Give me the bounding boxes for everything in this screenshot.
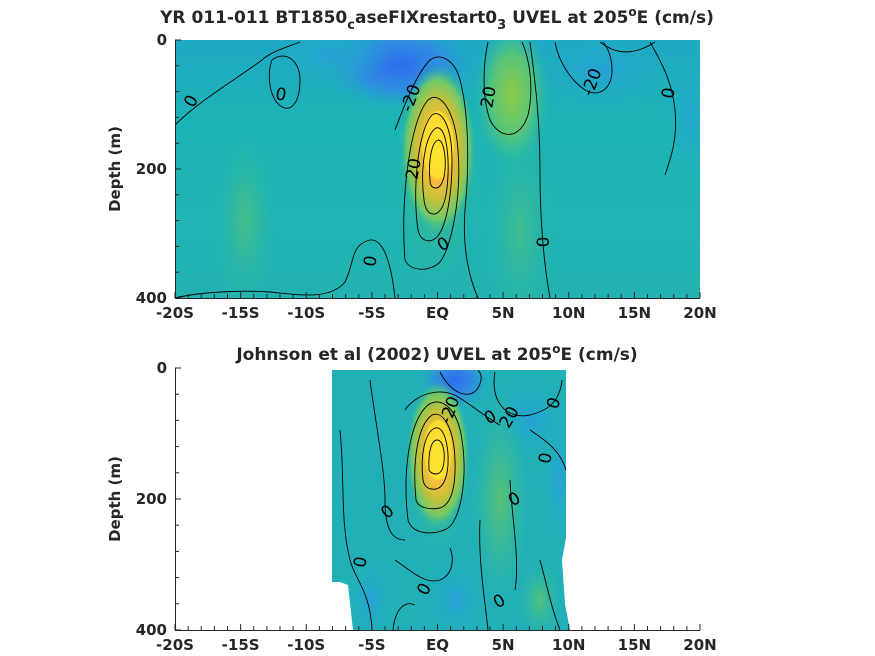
contour-label: 0 xyxy=(535,451,557,465)
axes-bottom: -20S -15S -10S -5S EQ 5N 10N 15N 20N 0 200 400 Dep… xyxy=(106,359,717,654)
y-ticks-top: 0 200 400 xyxy=(136,31,181,307)
x-tick-label: -5S xyxy=(358,636,385,654)
contour-label: 0 xyxy=(534,237,554,248)
y-tick-label: 400 xyxy=(136,621,167,639)
x-tick-label: 5N xyxy=(492,636,515,654)
y-axis-label-top: Depth (m) xyxy=(106,126,124,212)
chart-title-bottom: Johnson et al (2002) UVEL at 205oE (cm/s… xyxy=(235,342,637,365)
x-tick-label: 10N xyxy=(552,636,585,654)
x-ticks-top: -20S -15S -10S -5S EQ 5N 10N 15N 20N xyxy=(156,292,717,322)
x-tick-label: 15N xyxy=(618,636,651,654)
y-tick-label: 200 xyxy=(136,160,167,178)
x-tick-label: 20N xyxy=(683,636,716,654)
y-ticks-bottom: 0 200 400 xyxy=(136,359,181,639)
contour-label: 20 xyxy=(477,85,500,110)
y-axis-label-bottom: Depth (m) xyxy=(106,456,124,542)
x-ticks-bottom: -20S -15S -10S -5S EQ 5N 10N 15N 20N xyxy=(156,624,717,654)
x-tick-label: 20N xyxy=(683,304,716,322)
contour-label: 0 xyxy=(658,86,680,100)
panel-top: YR 011-011 BT1850caseFIXrestart03 UVEL a… xyxy=(106,5,717,322)
x-tick-label: EQ xyxy=(426,304,449,322)
x-tick-label: -15S xyxy=(222,304,260,322)
x-tick-label: 10N xyxy=(552,304,585,322)
y-tick-label: 0 xyxy=(157,31,167,49)
x-tick-label: -10S xyxy=(287,304,325,322)
x-tick-label: 5N xyxy=(492,304,515,322)
x-tick-label: -15S xyxy=(222,636,260,654)
contour-label: 20 xyxy=(402,157,425,182)
panel-bottom: Johnson et al (2002) UVEL at 205oE (cm/s… xyxy=(106,342,717,654)
x-tick-label: -10S xyxy=(287,636,325,654)
x-tick-label: -20S xyxy=(156,304,194,322)
y-tick-label: 0 xyxy=(157,359,167,377)
x-tick-label: EQ xyxy=(426,636,449,654)
x-tick-label: -20S xyxy=(156,636,194,654)
y-tick-label: 400 xyxy=(136,289,167,307)
chart-title-top: YR 011-011 BT1850caseFIXrestart03 UVEL a… xyxy=(159,5,714,33)
contour-label: 0 xyxy=(350,555,372,569)
x-tick-label: 15N xyxy=(618,304,651,322)
y-tick-label: 200 xyxy=(136,490,167,508)
contour-label: 0 xyxy=(360,254,382,268)
contour-field-bottom xyxy=(332,370,570,630)
x-tick-label: -5S xyxy=(358,304,385,322)
contour-label: 0 xyxy=(274,84,288,106)
contour-field-top xyxy=(175,40,700,298)
